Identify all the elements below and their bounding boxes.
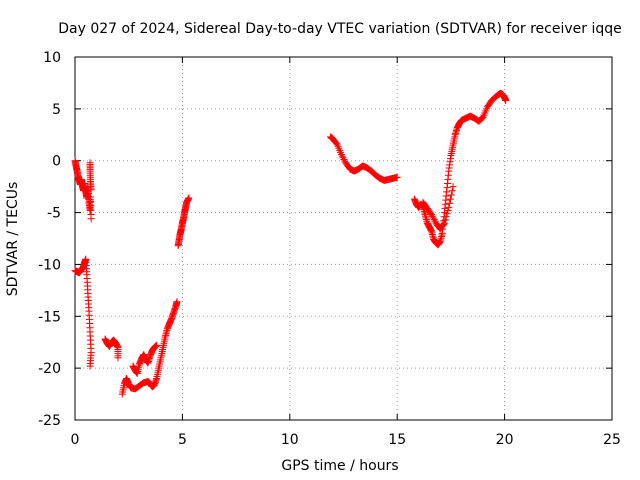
data-point [337, 150, 345, 158]
data-point [338, 152, 346, 160]
data-point [477, 115, 485, 123]
data-point [332, 139, 340, 147]
data-point [449, 183, 457, 191]
data-point [478, 114, 486, 122]
data-point [339, 154, 347, 162]
data-point [430, 216, 438, 224]
x-tick-label: 25 [603, 432, 621, 448]
y-tick-label: 5 [52, 102, 61, 118]
y-tick-label: -20 [38, 361, 61, 377]
data-point [440, 220, 448, 228]
x-tick-label: 5 [178, 432, 187, 448]
data-point [153, 341, 161, 349]
y-tick-label: -15 [38, 309, 61, 325]
data-point [393, 173, 401, 181]
data-point [446, 199, 454, 207]
data-point [441, 216, 449, 224]
data-point [87, 186, 95, 194]
data-point [502, 97, 510, 105]
tick-labels: 0 5 10 15 20 25 -25 -20 -15 -10 -5 0 5 10 [38, 50, 621, 448]
y-tick-label: 10 [43, 50, 61, 66]
data-point [429, 214, 437, 222]
x-tick-label: 15 [388, 432, 406, 448]
x-tick-label: 20 [496, 432, 514, 448]
data-point [340, 155, 348, 163]
data-point [428, 212, 436, 220]
data-point [114, 354, 122, 362]
plot-frame [74, 56, 613, 421]
data-point [448, 187, 456, 195]
y-tick-label: -5 [47, 206, 61, 222]
data-point [445, 203, 453, 211]
data-point [173, 298, 181, 306]
data-point [428, 211, 436, 219]
axis-ticks [74, 56, 613, 421]
data-point [431, 217, 439, 225]
data-point [427, 209, 435, 217]
data-point [87, 215, 95, 223]
data-point [86, 362, 94, 370]
data-point [185, 194, 193, 202]
data-point [442, 213, 450, 221]
y-tick-label: -25 [38, 413, 61, 429]
x-tick-label: 10 [281, 432, 299, 448]
data-point [443, 210, 451, 218]
data-point [447, 191, 455, 199]
data-point [440, 219, 448, 227]
x-tick-label: 0 [71, 432, 80, 448]
y-tick-label: -10 [38, 257, 61, 273]
data-point [341, 157, 349, 165]
y-tick-label: 0 [52, 154, 61, 170]
data-point [444, 206, 452, 214]
x-axis-label: GPS time / hours [281, 458, 398, 474]
data-points [71, 89, 510, 398]
chart-title: Day 027 of 2024, Sidereal Day-to-day VTE… [58, 21, 622, 37]
data-point [446, 195, 454, 203]
y-axis-label: SDTVAR / TECUs [5, 182, 21, 297]
grid-lines [75, 57, 612, 420]
